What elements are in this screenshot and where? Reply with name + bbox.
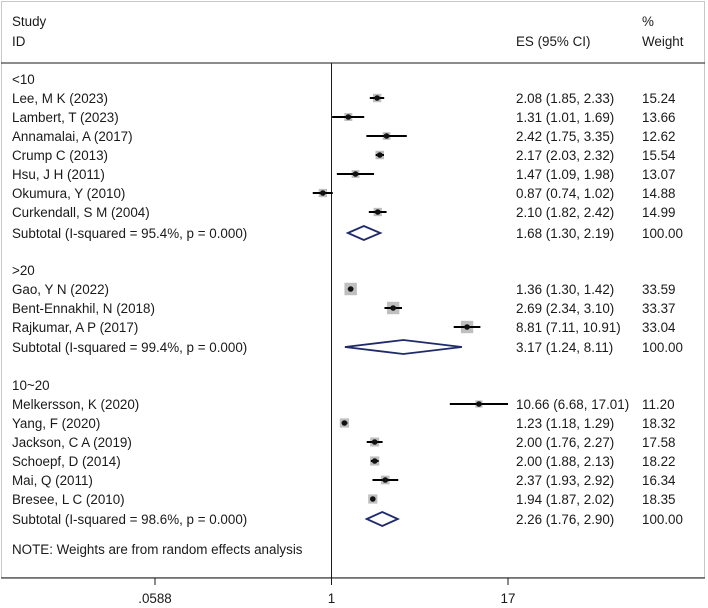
subtotal-diamond [364, 511, 401, 527]
study-weight: 13.66 [642, 110, 676, 125]
study-es-ci: 2.42 (1.75, 3.35) [516, 129, 614, 144]
study-name: Hsu, J H (2011) [12, 167, 105, 182]
subtotal-label: Subtotal (I-squared = 98.6%, p = 0.000) [12, 512, 247, 527]
study-es-ci: 10.66 (6.68, 17.01) [516, 397, 629, 412]
study-weight: 18.22 [642, 454, 676, 469]
study-es-ci: 1.36 (1.30, 1.42) [516, 282, 614, 297]
study-point [382, 477, 389, 483]
percent-header: % [642, 14, 654, 29]
study-name: Yang, F (2020) [12, 416, 100, 431]
x-axis-ticks: .0588 1 17 [138, 578, 515, 606]
weights-note: NOTE: Weights are from random effects an… [12, 542, 303, 557]
header: Study ID ES (95% CI) % Weight [12, 14, 684, 49]
study-name: Curkendall, S M (2004) [12, 205, 150, 220]
study-name: Rajkumar, A P (2017) [12, 320, 138, 335]
study-point [371, 439, 378, 445]
study-name: Crump C (2013) [12, 148, 108, 163]
study-weight: 14.88 [642, 186, 676, 201]
study-point [369, 496, 376, 502]
group-label: <10 [12, 72, 35, 87]
study-name: Lambert, T (2023) [12, 110, 119, 125]
x-tick-label: 17 [501, 591, 516, 606]
study-name: Mai, Q (2011) [12, 473, 93, 488]
study-point [347, 286, 354, 292]
subtotal-diamond [344, 339, 463, 355]
study-es-ci: 1.23 (1.18, 1.29) [516, 416, 614, 431]
study-weight: 16.34 [642, 473, 676, 488]
study-es-ci: 2.00 (1.76, 2.27) [516, 435, 614, 450]
study-point [390, 305, 396, 311]
study-name: Okumura, Y (2010) [12, 186, 125, 201]
study-weight: 33.37 [642, 301, 676, 316]
group-label: >20 [12, 263, 35, 278]
study-es-ci: 2.37 (1.93, 2.92) [516, 473, 614, 488]
study-name: Jackson, C A (2019) [12, 435, 132, 450]
study-name: Schoepf, D (2014) [12, 454, 121, 469]
study-name: Melkersson, K (2020) [12, 397, 139, 412]
study-es-ci: 2.00 (1.88, 2.13) [516, 454, 614, 469]
weight-header: Weight [642, 34, 684, 49]
study-point [464, 324, 470, 330]
subtotal-weight: 100.00 [642, 512, 683, 527]
x-tick-label: .0588 [138, 591, 172, 606]
study-name: Gao, Y N (2022) [12, 282, 109, 297]
study-point [374, 209, 381, 215]
study-weight: 15.24 [642, 91, 676, 106]
study-es-ci: 1.94 (1.87, 2.02) [516, 492, 614, 507]
es-header: ES (95% CI) [516, 34, 590, 49]
study-es-ci: 0.87 (0.74, 1.02) [516, 186, 614, 201]
study-point [371, 458, 378, 464]
study-weight: 18.32 [642, 416, 676, 431]
study-point [374, 95, 380, 101]
study-weight: 13.07 [642, 167, 676, 182]
study-es-ci: 1.47 (1.09, 1.98) [516, 167, 614, 182]
study-es-ci: 2.10 (1.82, 2.42) [516, 205, 614, 220]
study-point [341, 420, 348, 426]
x-tick-label: 1 [328, 591, 335, 606]
study-name: Bresee, L C (2010) [12, 492, 125, 507]
study-weight: 14.99 [642, 205, 676, 220]
subtotal-label: Subtotal (I-squared = 95.4%, p = 0.000) [12, 226, 247, 241]
study-point [345, 114, 352, 120]
study-header: Study [12, 14, 47, 29]
study-weight: 18.35 [642, 492, 676, 507]
subtotal-weight: 100.00 [642, 226, 683, 241]
study-name: Annamalai, A (2017) [12, 129, 133, 144]
study-es-ci: 1.31 (1.01, 1.69) [516, 110, 614, 125]
subtotal-label: Subtotal (I-squared = 99.4%, p = 0.000) [12, 340, 247, 355]
study-name: Lee, M K (2023) [12, 91, 108, 106]
subtotal-diamond [345, 225, 383, 241]
group-label: 10~20 [12, 378, 50, 393]
study-es-ci: 2.69 (2.34, 3.10) [516, 301, 614, 316]
study-weight: 33.59 [642, 282, 676, 297]
study-point [352, 171, 359, 177]
subtotal-weight: 100.00 [642, 340, 683, 355]
study-point [476, 401, 482, 407]
study-point [320, 190, 326, 196]
study-weight: 33.04 [642, 320, 676, 335]
study-es-ci: 2.17 (2.03, 2.32) [516, 148, 614, 163]
study-es-ci: 8.81 (7.11, 10.91) [516, 320, 621, 335]
study-weight: 17.58 [642, 435, 676, 450]
study-point [383, 133, 390, 139]
subtotal-es-ci: 1.68 (1.30, 2.19) [516, 226, 614, 241]
study-weight: 11.20 [642, 397, 675, 412]
study-weight: 12.62 [642, 129, 676, 144]
study-name: Bent-Ennakhil, N (2018) [12, 301, 155, 316]
subtotal-es-ci: 2.26 (1.76, 2.90) [516, 512, 614, 527]
rows: <10 Lee, M K (2023) 2.08 (1.85, 2.33) 15.24… [12, 63, 683, 578]
study-weight: 15.54 [642, 148, 676, 163]
subtotal-es-ci: 3.17 (1.24, 8.11) [516, 340, 613, 355]
study-es-ci: 2.08 (1.85, 2.33) [516, 91, 614, 106]
study-point [376, 152, 383, 158]
id-header: ID [12, 34, 26, 49]
